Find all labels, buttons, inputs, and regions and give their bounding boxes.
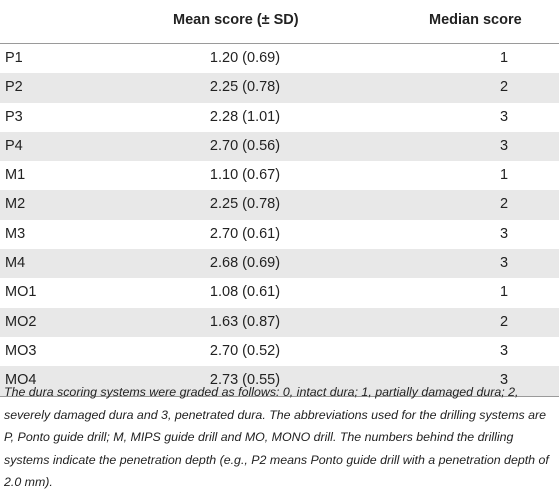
row-label: P4 [5,137,23,154]
table-row: P4 2.70 (0.56) 3 [0,131,559,162]
row-mean-score: 2.68 (0.69) [209,255,281,272]
table-row: M2 2.25 (0.78) 2 [0,190,559,220]
table-row: MO1 1.08 (0.61) 1 [0,278,559,307]
table-row: P2 2.25 (0.78) 2 [0,73,559,103]
row-median-score: 2 [499,313,509,330]
row-label: M1 [5,167,26,184]
row-median-score: 1 [499,50,509,66]
table-row: MO3 2.70 (0.52) 3 [0,337,559,366]
table-header: Mean score (± SD) Median score [0,0,559,43]
row-label: P2 [5,79,23,96]
table-row: MO4 2.73 (0.55) 3 [0,366,559,396]
row-mean-score: 1.10 (0.67) [209,167,281,184]
row-median-score: 3 [499,137,509,154]
row-median-score: 2 [499,196,509,213]
table-footnote: The dura scoring systems were graded as … [4,385,549,489]
table-row: MO2 1.63 (0.87) 2 [0,307,559,337]
table-row: M1 1.10 (0.67) 1 [0,161,559,190]
row-median-score: 1 [499,167,509,184]
row-mean-score: 2.28 (1.01) [209,108,281,125]
row-mean-score: 2.70 (0.61) [209,225,281,242]
row-median-score: 3 [499,255,509,272]
header-mean-score: Mean score (± SD) [173,12,299,28]
row-mean-score: 2.25 (0.78) [209,79,281,96]
header-median-score: Median score [429,12,522,28]
row-label: M4 [5,255,26,272]
header-rule [0,43,559,44]
row-median-score: 1 [499,284,509,301]
table-row: P3 2.28 (1.01) 3 [0,103,559,132]
row-mean-score: 2.70 (0.56) [209,137,281,154]
table-row: M4 2.68 (0.69) 3 [0,249,559,279]
row-mean-score: 2.25 (0.78) [209,196,281,213]
row-median-score: 3 [499,108,509,125]
row-mean-score: 1.63 (0.87) [209,313,281,330]
row-mean-score: 2.70 (0.52) [209,342,281,359]
row-median-score: 3 [499,225,509,242]
row-label: P1 [5,50,23,66]
row-mean-score: 2.73 (0.55) [209,372,281,389]
row-label: M3 [5,225,26,242]
row-median-score: 2 [499,79,509,96]
row-label: M2 [5,196,26,213]
row-label: P3 [5,108,23,125]
row-mean-score: 1.20 (0.69) [209,50,281,66]
table-row: M3 2.70 (0.61) 3 [0,220,559,249]
bottom-rule [0,395,559,397]
score-table: Mean score (± SD) Median score P1 1.20 (0… [0,0,559,397]
row-mean-score: 1.08 (0.61) [209,284,281,301]
row-label: MO1 [5,284,37,301]
row-label: MO3 [5,342,37,359]
row-median-score: 3 [499,342,509,359]
table-body: P1 1.20 (0.69) 1 P2 2.25 (0.78) 2 P3 2.28 (1.01… [0,44,559,396]
row-label: MO4 [5,372,37,389]
table-row: P1 1.20 (0.69) 1 [0,44,559,73]
row-median-score: 3 [499,372,509,389]
row-label: MO2 [5,313,37,330]
